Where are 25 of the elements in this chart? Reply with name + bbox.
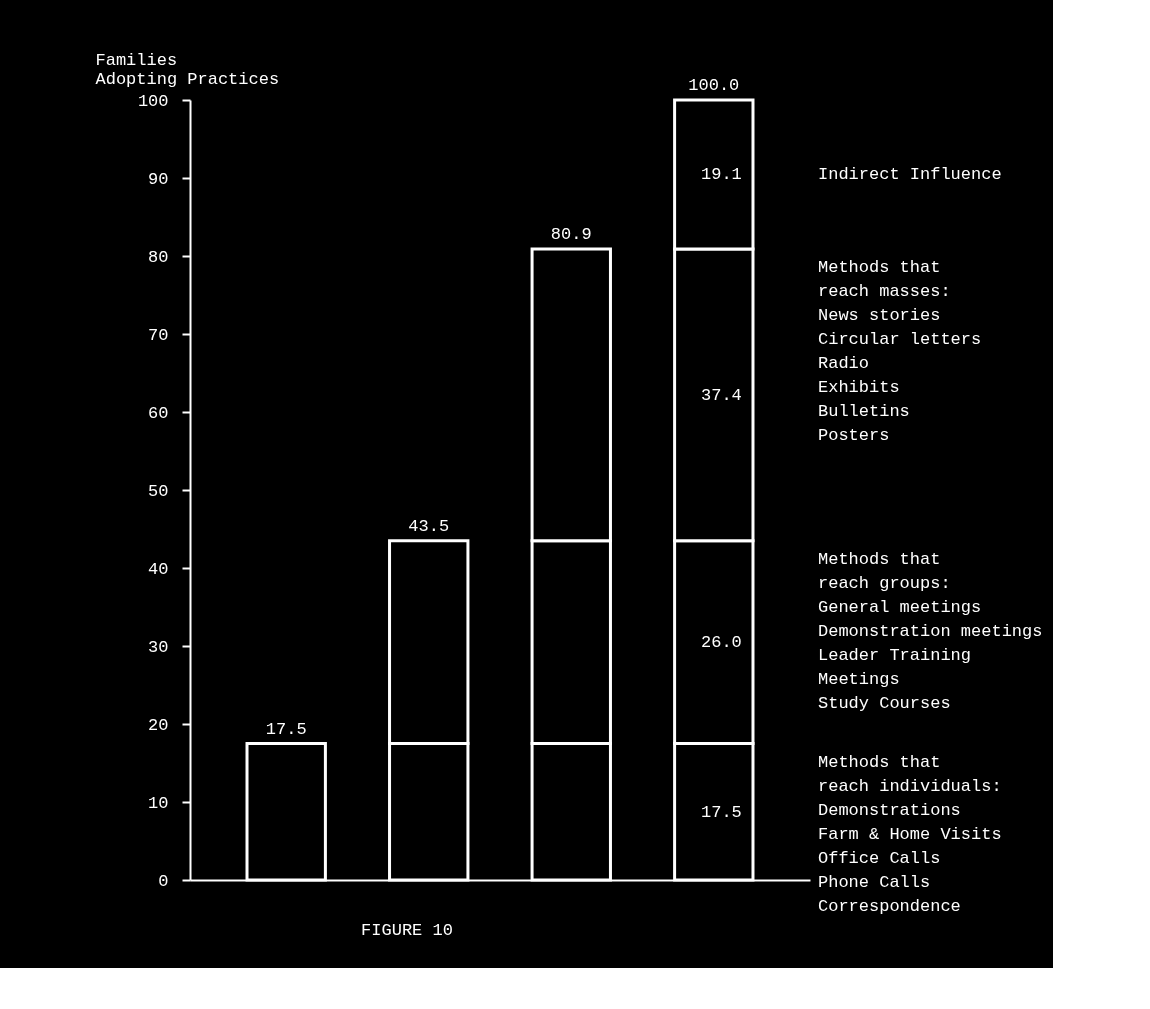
y-tick-label: 80 [148, 247, 169, 267]
text: Methods that reach individuals: Demonstrations Farm & Home Visits Office Calls Phone Calls Correspondence [818, 752, 1002, 916]
total-label: 100.0 [688, 76, 740, 95]
text: Methods that reach groups: General meetings Demonstration meetings Leader Training Meetings Study Courses [818, 549, 1043, 713]
y-tick-label: 30 [148, 637, 169, 657]
total-label: 80.9 [550, 224, 592, 244]
y-tick-label: 40 [148, 559, 169, 579]
data-label: 26.0 [700, 633, 742, 653]
data-label: 17.5 [700, 802, 742, 822]
y-tick-label: 50 [148, 481, 169, 501]
y-tick-label: 100 [137, 91, 169, 111]
total-label: 17.5 [265, 719, 307, 739]
text: Methods that reach masses: News stories Circular letters Radio Exhibits Bulletins Posters [818, 257, 982, 445]
y-tick-label: 60 [148, 403, 169, 423]
data-label: 37.4 [700, 385, 742, 405]
total-label: 43.5 [408, 516, 450, 536]
y-tick-label: 10 [148, 793, 169, 813]
y-tick-label: 90 [148, 169, 169, 189]
data-label: 19.1 [700, 165, 742, 185]
y-tick-label: 70 [148, 325, 169, 345]
text: Indirect Influence [818, 165, 1002, 185]
y-tick-label: 20 [148, 715, 169, 735]
y-axis-title: Families Adopting Practices [95, 50, 280, 89]
caption: FIGURE 10 [361, 921, 453, 940]
y-tick-label: 0 [158, 871, 169, 891]
